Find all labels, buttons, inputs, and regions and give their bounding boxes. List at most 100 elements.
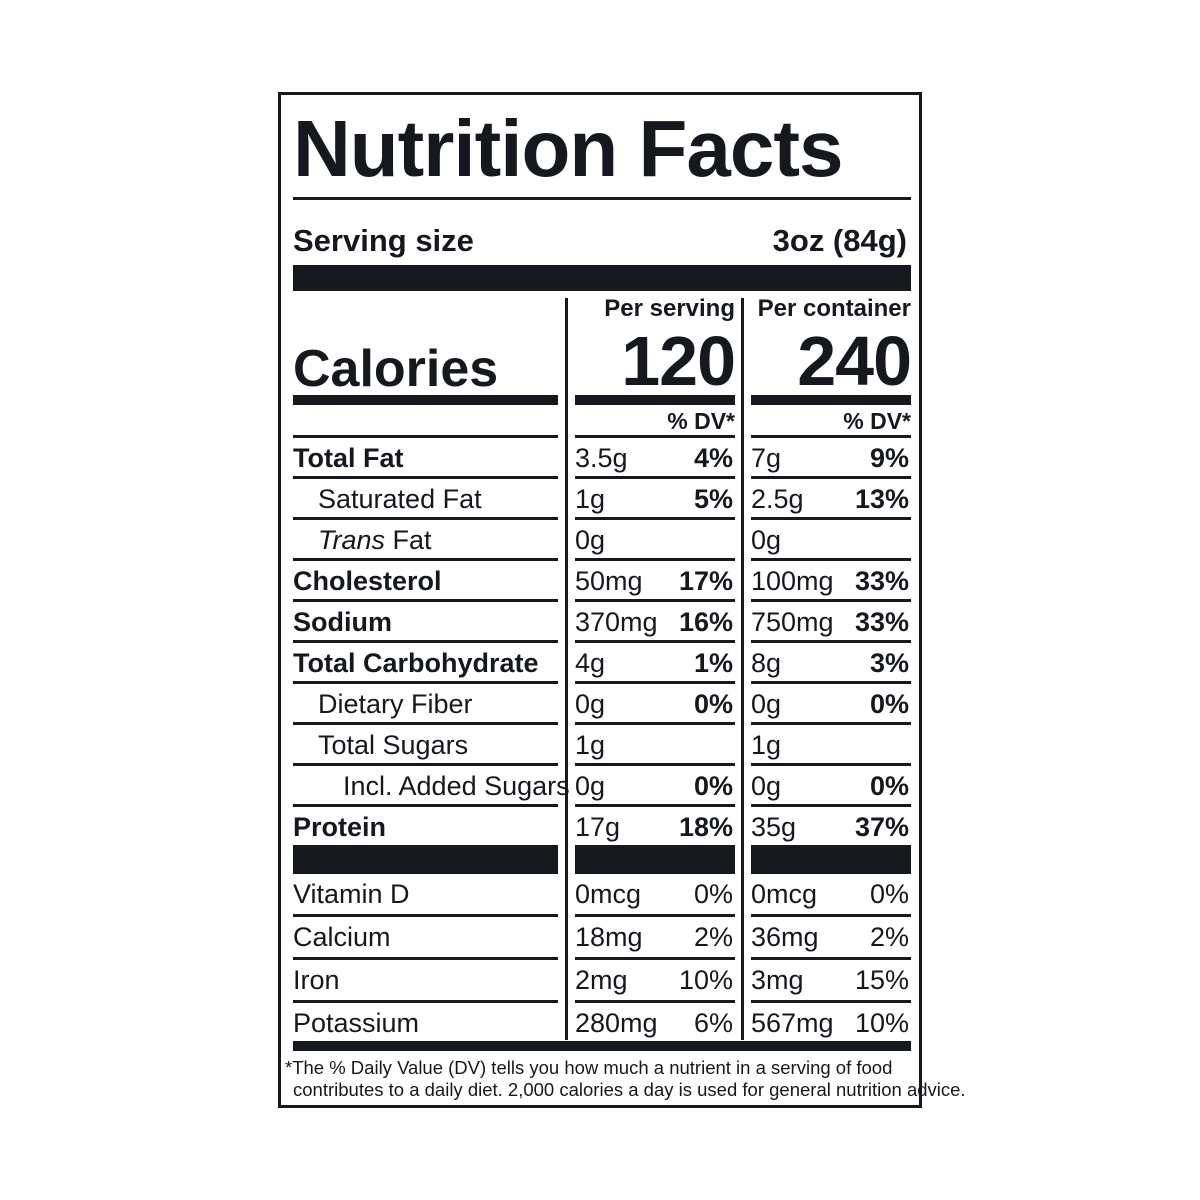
nutrient-row-serving: 17g 18% <box>575 807 735 848</box>
nutrient-name: Total Carbohydrate <box>293 648 539 678</box>
nutrient-row-container: 750mg 33% <box>751 602 911 643</box>
dv-rule-left <box>293 435 558 438</box>
nutrient-name: Incl. Added Sugars <box>343 771 570 801</box>
vitamin-row-container: 36mg 2% <box>751 917 911 960</box>
vitamin-row-container: 567mg 10% <box>751 1003 911 1046</box>
nutrient-name: Protein <box>293 812 387 842</box>
vitamin-row-serving: 0mcg 0% <box>575 874 735 917</box>
vitamin-row-label: Calcium <box>293 917 558 960</box>
nutrient-name: Cholesterol <box>293 566 442 596</box>
nutrient-name: Total Sugars <box>318 730 469 760</box>
container-amount: 1g <box>751 730 782 760</box>
dv-rule-serving <box>575 435 735 438</box>
nutrient-row-serving: 4g 1% <box>575 643 735 684</box>
nutrient-row-label: Saturated Fat <box>293 479 558 520</box>
nutrient-name: Trans Fat <box>318 524 432 556</box>
nutrient-row-container: 0g <box>751 520 911 561</box>
serving-amount: 2mg <box>575 965 628 995</box>
nutrient-name-italic: Trans <box>318 525 386 555</box>
nutrient-row-label: Total Carbohydrate <box>293 643 558 684</box>
serving-dv: 6% <box>693 1008 733 1038</box>
serving-amount: 50mg <box>575 566 643 596</box>
nutrient-row-serving: 0g 0% <box>575 684 735 725</box>
container-dv: 0% <box>869 771 909 801</box>
nutrient-row-container: 7g 9% <box>751 438 911 479</box>
container-amount: 567mg <box>751 1008 834 1038</box>
calories-per-serving: 120 <box>621 322 736 400</box>
calories-label: Calories <box>293 340 499 398</box>
vitamin-row-label: Iron <box>293 960 558 1003</box>
vitamin-row-serving: 18mg 2% <box>575 917 735 960</box>
container-amount: 100mg <box>751 566 834 596</box>
nutrient-row-container: 100mg 33% <box>751 561 911 602</box>
nutrient-row-serving: 0g 0% <box>575 766 735 807</box>
container-dv: 33% <box>854 607 909 637</box>
vitamin-row-label: Vitamin D <box>293 874 558 917</box>
container-amount: 7g <box>751 443 782 473</box>
label-title: Nutrition Facts <box>293 104 843 193</box>
container-dv: 10% <box>854 1008 909 1038</box>
nutrient-row-container: 0g 0% <box>751 766 911 807</box>
nutrient-name: Sodium <box>293 607 392 637</box>
serving-dv: 0% <box>693 689 733 719</box>
calories-per-container: 240 <box>797 322 912 400</box>
nutrient-row-serving: 0g <box>575 520 735 561</box>
nutrient-row-label: Total Sugars <box>293 725 558 766</box>
container-amount: 0g <box>751 771 782 801</box>
thick-rule-mid-left <box>293 848 558 874</box>
serving-dv: 2% <box>693 922 733 952</box>
serving-dv: 4% <box>693 443 733 473</box>
footnote-line-1: *The % Daily Value (DV) tells you how mu… <box>285 1057 893 1078</box>
vitamin-row-serving: 2mg 10% <box>575 960 735 1003</box>
nutrient-row-container: 2.5g 13% <box>751 479 911 520</box>
serving-amount: 18mg <box>575 922 643 952</box>
vitamin-name: Potassium <box>293 1008 420 1038</box>
serving-amount: 17g <box>575 812 621 842</box>
serving-amount: 280mg <box>575 1008 658 1038</box>
serving-size-value: 3oz (84g) <box>772 223 907 258</box>
container-dv: 9% <box>869 443 909 473</box>
serving-dv: 0% <box>693 771 733 801</box>
container-dv: 2% <box>869 922 909 952</box>
dv-rule-container <box>751 435 911 438</box>
vitamin-row-container: 0mcg 0% <box>751 874 911 917</box>
container-dv: 13% <box>854 484 909 514</box>
container-amount: 3mg <box>751 965 804 995</box>
serving-amount: 3.5g <box>575 443 628 473</box>
serving-amount: 0g <box>575 771 606 801</box>
nutrient-row-container: 0g 0% <box>751 684 911 725</box>
serving-amount: 1g <box>575 484 606 514</box>
nutrient-row-container: 1g <box>751 725 911 766</box>
nutrient-row-label: Protein <box>293 807 558 848</box>
serving-amount: 4g <box>575 648 606 678</box>
thick-rule-mid-serving <box>575 848 735 874</box>
nutrient-row-serving: 3.5g 4% <box>575 438 735 479</box>
container-dv: 3% <box>869 648 909 678</box>
container-amount: 35g <box>751 812 797 842</box>
nutrient-name: Saturated Fat <box>318 484 482 514</box>
nutrient-row-label: Total Fat <box>293 438 558 479</box>
serving-dv: 17% <box>678 566 733 596</box>
column-divider-right <box>741 298 744 1040</box>
thick-rule-mid-container <box>751 848 911 874</box>
dv-header-serving: % DV* <box>667 408 735 434</box>
vitamin-row-label: Potassium <box>293 1003 558 1046</box>
column-divider-left <box>565 298 568 1040</box>
per-container-header: Per container <box>757 295 911 322</box>
serving-amount: 1g <box>575 730 606 760</box>
serving-amount: 0g <box>575 525 606 555</box>
nutrient-row-label: Trans Fat <box>293 520 558 561</box>
serving-dv: 10% <box>678 965 733 995</box>
calories-rule-container <box>751 395 911 405</box>
nutrient-row-serving: 50mg 17% <box>575 561 735 602</box>
nutrient-row-label: Cholesterol <box>293 561 558 602</box>
dv-header-container: % DV* <box>843 408 911 434</box>
footnote-line-2: contributes to a daily diet. 2,000 calor… <box>293 1079 966 1100</box>
nutrient-row-label: Incl. Added Sugars <box>293 766 570 807</box>
nutrient-row-container: 8g 3% <box>751 643 911 684</box>
nutrient-name: Total Fat <box>293 443 404 473</box>
container-amount: 36mg <box>751 922 819 952</box>
footnote: *The % Daily Value (DV) tells you how mu… <box>285 1057 966 1101</box>
container-amount: 0g <box>751 525 782 555</box>
per-serving-header: Per serving <box>604 295 735 322</box>
